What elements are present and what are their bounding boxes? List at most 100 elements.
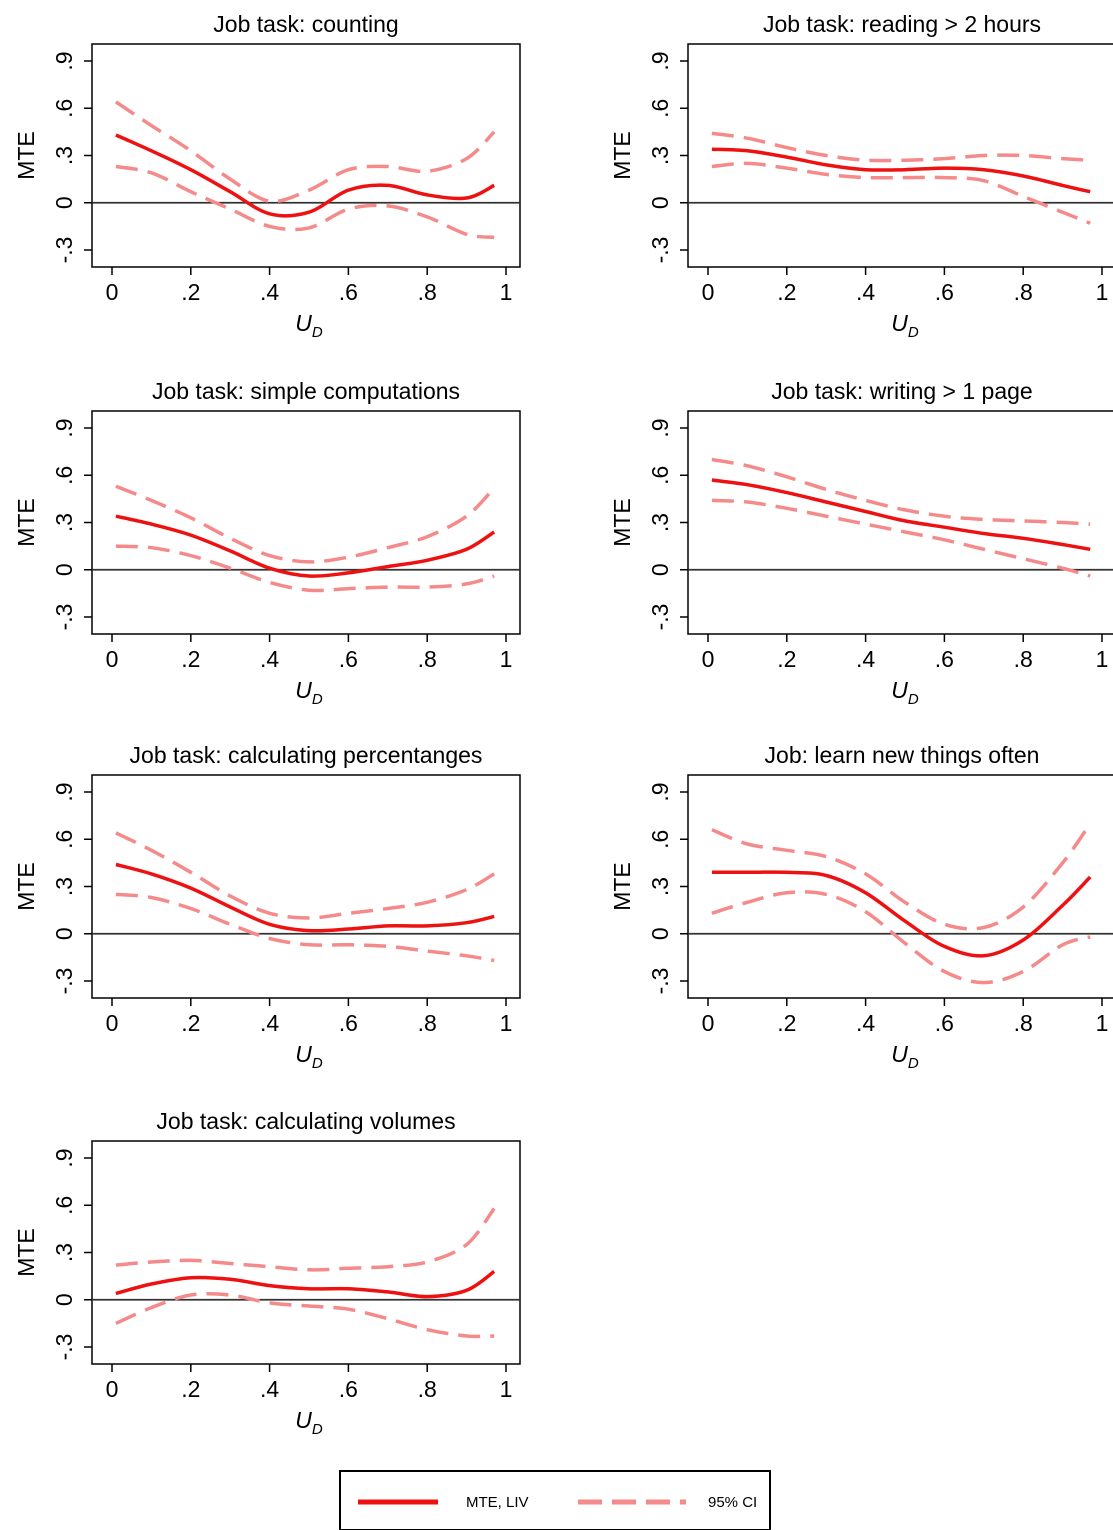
- x-tick-label: 1: [500, 646, 513, 672]
- x-axis-label-main: U: [891, 1041, 908, 1067]
- x-tick-label: .4: [260, 1376, 279, 1402]
- ci-lower-line: [115, 164, 495, 240]
- x-tick-label: 0: [106, 1010, 119, 1036]
- x-tick-label: 1: [500, 279, 513, 305]
- y-tick-label: -.3: [647, 968, 673, 995]
- y-tick-label: .9: [51, 782, 77, 801]
- x-tick-label: 0: [106, 279, 119, 305]
- x-tick-label: 1: [1096, 1010, 1109, 1036]
- x-tick-label: .2: [181, 279, 200, 305]
- y-tick-label: .6: [51, 99, 77, 118]
- y-tick-label: 0: [51, 1293, 77, 1306]
- y-tick-label: 0: [51, 563, 77, 576]
- mte-line: [711, 147, 1091, 194]
- x-tick-label: 1: [1096, 279, 1109, 305]
- x-axis-label-subscript: D: [312, 324, 323, 341]
- plot-frame: [687, 410, 1113, 635]
- x-tick-label: .2: [777, 279, 796, 305]
- x-tick-label: 0: [702, 646, 715, 672]
- y-tick-label: .9: [647, 418, 673, 437]
- x-axis-label: UD: [891, 310, 919, 341]
- x-axis-label-subscript: D: [312, 1421, 323, 1438]
- plot-frame: [687, 43, 1113, 268]
- mte-line: [711, 870, 1092, 958]
- x-axis-label: UD: [295, 1407, 323, 1438]
- x-tick-label: .4: [856, 1010, 875, 1036]
- ci-upper-line: [711, 822, 1092, 931]
- ci-lower-line: [115, 544, 495, 593]
- ci-upper-line: [115, 1207, 496, 1272]
- chart-panels: Job task: counting -.3 0 .3 .6 .9 0 .2 .4 .6 .8 1 MT…: [13, 11, 1113, 1438]
- y-tick-label: .6: [647, 830, 673, 849]
- x-tick-label: .8: [1014, 646, 1033, 672]
- y-tick-label: -.3: [51, 1334, 77, 1361]
- y-axis-label: MTE: [13, 1228, 39, 1277]
- x-tick-label: .4: [856, 279, 875, 305]
- x-tick-label: .4: [260, 646, 279, 672]
- y-axis-label: MTE: [609, 131, 635, 180]
- y-tick-label: .3: [51, 146, 77, 165]
- y-tick-label: .6: [51, 1196, 77, 1215]
- y-tick-label: .3: [51, 1243, 77, 1262]
- x-tick-label: .2: [181, 1376, 200, 1402]
- ci-upper-line: [115, 831, 496, 920]
- x-tick-label: .8: [418, 646, 437, 672]
- x-tick-label: 0: [702, 279, 715, 305]
- plot-frame: [91, 1140, 521, 1365]
- y-tick-label: .9: [647, 782, 673, 801]
- y-tick-label: .9: [647, 51, 673, 70]
- x-axis-label-subscript: D: [908, 691, 919, 708]
- plot-frame: [91, 774, 521, 999]
- y-tick-label: .3: [647, 146, 673, 165]
- x-axis-label: UD: [295, 677, 323, 708]
- y-tick-label: .9: [51, 418, 77, 437]
- y-tick-label: .6: [51, 466, 77, 485]
- x-axis-label: UD: [295, 310, 323, 341]
- ci-lower-line: [115, 892, 495, 963]
- y-tick-label: 0: [647, 927, 673, 940]
- ci-upper-line: [711, 131, 1091, 163]
- panel-title: Job: learn new things often: [765, 742, 1040, 768]
- x-tick-label: .6: [339, 646, 358, 672]
- x-axis-label-main: U: [891, 310, 908, 336]
- x-tick-label: 0: [106, 646, 119, 672]
- x-axis-label: UD: [891, 1041, 919, 1072]
- x-axis-label-subscript: D: [908, 324, 919, 341]
- ci-upper-line: [711, 457, 1091, 526]
- x-tick-label: 1: [500, 1376, 513, 1402]
- legend-ci-label: 95% CI: [708, 1494, 757, 1511]
- x-tick-label: .8: [418, 1376, 437, 1402]
- y-tick-label: .9: [51, 1148, 77, 1167]
- mte-line: [115, 133, 496, 218]
- x-tick-label: .6: [339, 1010, 358, 1036]
- y-tick-label: 0: [51, 927, 77, 940]
- y-tick-label: -.3: [51, 237, 77, 264]
- x-axis-label-main: U: [295, 1407, 312, 1433]
- y-tick-label: 0: [51, 196, 77, 209]
- panel-title: Job task: counting: [213, 11, 398, 37]
- x-axis-label-subscript: D: [312, 691, 323, 708]
- ci-lower-line: [711, 161, 1091, 225]
- x-axis-label-subscript: D: [312, 1055, 323, 1072]
- panel-2: Job task: reading > 2 hours -.3 0 .3 .6 .9 0 .2…: [609, 11, 1113, 341]
- x-tick-label: 1: [500, 1010, 513, 1036]
- plot-frame: [91, 43, 521, 268]
- y-tick-label: .3: [647, 877, 673, 896]
- x-tick-label: .8: [1014, 279, 1033, 305]
- y-axis-label: MTE: [13, 862, 39, 911]
- x-tick-label: .4: [856, 646, 875, 672]
- y-tick-label: .6: [51, 830, 77, 849]
- x-tick-label: .6: [935, 1010, 954, 1036]
- y-tick-label: .6: [647, 99, 673, 118]
- x-tick-label: 0: [702, 1010, 715, 1036]
- mte-line: [115, 1269, 496, 1299]
- y-tick-label: -.3: [647, 237, 673, 264]
- y-tick-label: -.3: [647, 604, 673, 631]
- y-tick-label: -.3: [51, 968, 77, 995]
- panel-title: Job task: writing > 1 page: [771, 378, 1032, 404]
- x-tick-label: .8: [1014, 1010, 1033, 1036]
- ci-lower-line: [711, 498, 1091, 578]
- x-axis-label-main: U: [295, 677, 312, 703]
- mte-line: [115, 514, 496, 578]
- ci-upper-line: [114, 100, 496, 204]
